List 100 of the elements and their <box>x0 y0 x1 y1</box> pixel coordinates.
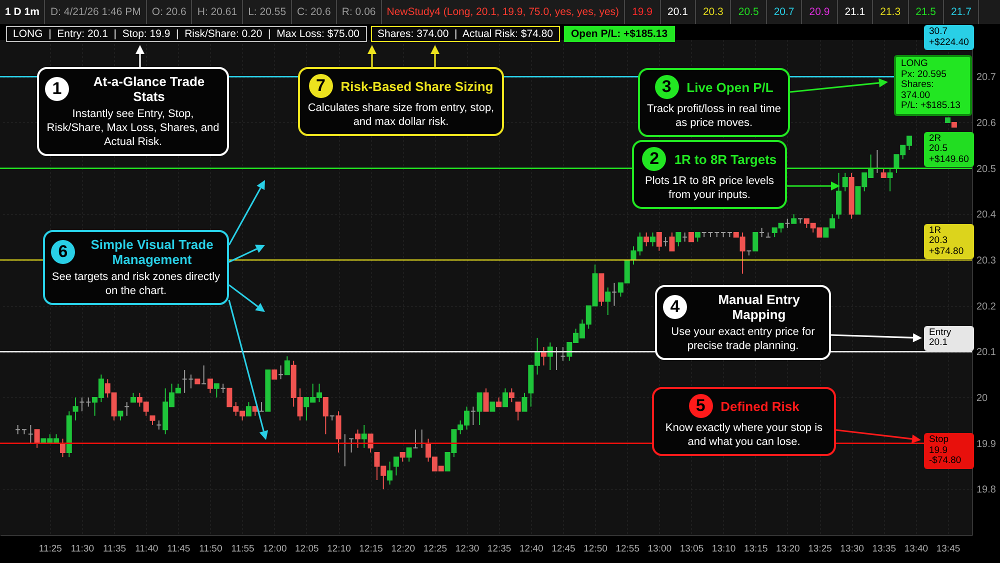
text: H: 20.61 <box>192 0 244 24</box>
annotation: Know exactly where your stop is and what you can lose. <box>664 421 824 449</box>
x-tick-label: 13:10 <box>712 544 736 554</box>
annotation: Manual Entry Mapping <box>717 292 801 322</box>
candlestick <box>387 461 393 486</box>
y-tick-label: 20.7 <box>976 72 996 84</box>
ref-line-label: Entry 20.1 <box>924 326 974 351</box>
y-tick-label: 20.2 <box>976 301 996 312</box>
text: NewStudy4 (Long, 20.1, 19.9, 75.0, yes, yes, yes) <box>382 0 626 24</box>
candlestick <box>406 447 412 462</box>
ref-line-label: Stop 19.9 -$74.80 <box>924 433 974 469</box>
candlestick <box>502 388 508 408</box>
annotation: Live Open P/L <box>686 80 774 94</box>
x-tick-label: 11:55 <box>231 544 254 554</box>
x-tick-label: 11:30 <box>70 544 94 554</box>
annotation: Track profit/loss in real time as price moves. <box>646 102 782 130</box>
x-tick-label: 11:50 <box>199 544 222 554</box>
x-tick-label: 12:05 <box>295 544 319 554</box>
candlestick <box>483 388 489 412</box>
annotation: At-a-Glance Trade Stats <box>92 74 206 104</box>
text: 21.3 <box>873 0 909 24</box>
annotation: Plots 1R to 8R price levels from your inputs. <box>644 174 775 202</box>
annotation: 3 <box>654 75 679 99</box>
candlestick <box>522 392 528 412</box>
candlestick <box>650 232 656 247</box>
y-tick-label: 20.1 <box>976 347 996 358</box>
candlestick <box>515 402 521 421</box>
annotation: Simple Visual Trade Management <box>90 237 214 267</box>
candlestick <box>354 429 360 448</box>
annotation: Instantly see Entry, Stop, Risk/Share, Max Loss, Shares, and Actual Risk. <box>46 107 220 149</box>
candlestick <box>368 434 374 453</box>
candlestick <box>150 415 156 426</box>
text: LONG | Entry: 20.1 | Stop: 19.9 | Risk/Share: 0.20 | Max Loss: $75.00 <box>6 26 366 42</box>
annotation: LONG Px: 20.595 Shares: 374.00 P/L: +$185.13 <box>894 55 972 116</box>
text: 20.9 <box>802 0 838 24</box>
candlestick <box>322 397 328 435</box>
candlestick <box>284 356 290 376</box>
candlestick <box>393 456 399 476</box>
annotation: 1R to 8R Targets <box>674 152 777 166</box>
candlestick <box>336 410 342 453</box>
candlestick <box>669 232 675 252</box>
text: 20.5 <box>731 0 767 24</box>
x-tick-label: 12:45 <box>552 544 576 554</box>
candlestick <box>34 429 40 448</box>
y-tick-label: 20.4 <box>976 210 996 221</box>
text: 20.7 <box>766 0 802 24</box>
text: 21.7 <box>944 0 980 24</box>
candlestick <box>676 232 682 247</box>
x-tick-label: 13:00 <box>648 544 672 554</box>
text: Open P/L: +$185.13 <box>564 26 675 42</box>
y-tick-label: 20.5 <box>976 164 996 175</box>
text: 20.3 <box>696 0 732 24</box>
text: 21.1 <box>838 0 874 24</box>
candlestick <box>207 378 213 394</box>
text: L: 20.55 <box>243 0 292 24</box>
candlestick <box>605 287 611 316</box>
candlestick <box>60 438 66 458</box>
candlestick <box>694 232 700 242</box>
text: 20.1 <box>660 0 696 24</box>
candlestick <box>246 402 252 416</box>
annotation: 1 <box>45 77 69 101</box>
text: 1 D 1m <box>0 0 46 24</box>
annotation: Risk-Based Share Sizing <box>340 78 494 94</box>
candlestick <box>880 168 886 178</box>
annotation: See targets and risk zones directly on the chart. <box>51 270 221 298</box>
annotation: 6 <box>51 240 75 264</box>
annotation: 30.7 +$224.40 <box>924 25 974 50</box>
y-tick-label: 20.6 <box>976 118 996 129</box>
text: D: 4/21/26 1:46 PM <box>45 0 147 24</box>
candlestick <box>644 232 650 247</box>
candlestick <box>656 232 662 252</box>
text: C: 20.6 <box>292 0 337 24</box>
x-tick-label: 12:10 <box>327 544 351 554</box>
text: R: 0.06 <box>336 0 382 24</box>
text: Shares: 374.00 | Actual Risk: $74.80 <box>370 26 560 42</box>
text: O: 20.6 <box>146 0 192 24</box>
candlestick <box>547 342 553 370</box>
y-tick-label: 20 <box>976 393 988 404</box>
x-tick-label: 11:40 <box>135 544 158 554</box>
candlestick <box>752 232 758 252</box>
x-tick-label: 13:35 <box>872 544 896 554</box>
candlestick <box>842 172 848 192</box>
x-tick-label: 12:25 <box>423 544 448 554</box>
candlestick <box>130 392 136 403</box>
annotation: Use your exact entry price for precise trade planning. <box>670 325 816 353</box>
candlestick <box>887 168 893 192</box>
x-tick-label: 12:40 <box>520 544 544 554</box>
x-tick-label: 11:45 <box>167 544 190 554</box>
ref-line-label: 2R 20.5 +$149.60 <box>924 132 974 168</box>
x-tick-label: 12:50 <box>584 544 608 554</box>
candlestick <box>252 406 258 416</box>
x-tick-label: 12:30 <box>455 544 480 554</box>
annotation: 4 <box>663 295 687 319</box>
annotation: Calculates share size from entry, stop, and max dollar risk. <box>306 101 496 129</box>
candlestick <box>361 424 367 448</box>
x-tick-label: 11:25 <box>38 544 62 554</box>
candlestick <box>791 214 797 224</box>
candlestick <box>272 370 278 380</box>
text: 21.5 <box>908 0 944 24</box>
x-tick-label: 12:00 <box>262 544 287 554</box>
